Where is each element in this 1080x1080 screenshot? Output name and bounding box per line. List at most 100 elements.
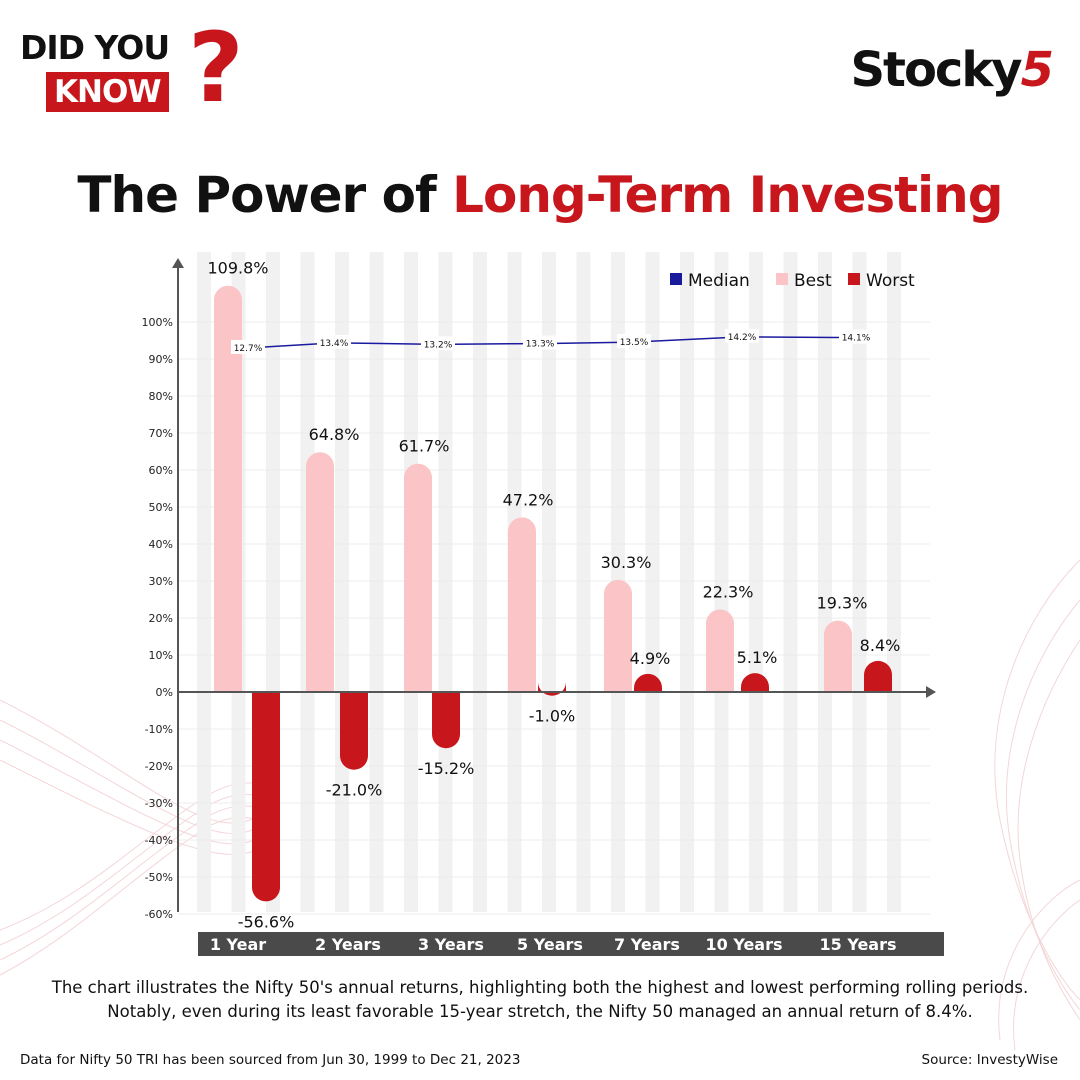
grid-stripe (335, 252, 349, 912)
best-value-label: 109.8% (207, 259, 268, 278)
category-label: 15 Years (819, 935, 896, 954)
y-tick-label: -10% (145, 723, 173, 736)
grid-stripe (749, 252, 763, 912)
median-value-label: 14.1% (842, 334, 871, 344)
bar-best (508, 517, 536, 692)
median-label-bg (421, 336, 455, 351)
category-label: 10 Years (705, 935, 782, 954)
y-tick-label: 90% (149, 353, 173, 366)
median-value-label: 14.2% (728, 333, 757, 343)
grid-stripe (197, 252, 211, 912)
category-label: 7 Years (614, 935, 680, 954)
best-value-label: 64.8% (309, 425, 360, 444)
grid-stripe (680, 252, 694, 912)
x-axis-arrow-icon (926, 686, 936, 698)
page-title: The Power of Long-Term Investing (0, 166, 1080, 224)
title-highlight: Long-Term Investing (452, 166, 1003, 224)
legend-swatch (848, 273, 860, 285)
worst-value-label: -1.0% (529, 707, 575, 726)
worst-value-label: -56.6% (238, 912, 295, 931)
median-label-bg (317, 334, 351, 349)
bar-worst (741, 673, 769, 692)
grid-stripe (714, 252, 729, 912)
worst-value-label: -15.2% (418, 759, 475, 778)
y-tick-label: 60% (149, 464, 173, 477)
best-value-label: 61.7% (399, 437, 450, 456)
title-plain: The Power of (77, 166, 453, 224)
chart-caption: The chart illustrates the Nifty 50's ann… (51, 978, 1029, 1021)
median-label-bg (617, 334, 651, 349)
grid-stripe (645, 252, 660, 912)
y-tick-label: 50% (149, 501, 173, 514)
bar-worst (252, 692, 280, 902)
median-label-bg (523, 335, 557, 350)
bar-best (214, 285, 243, 692)
best-value-label: 19.3% (817, 594, 868, 613)
worst-value-label: -21.0% (326, 781, 383, 800)
best-value-label: 22.3% (703, 582, 754, 601)
y-tick-label: -20% (145, 760, 173, 773)
worst-value-label: 5.1% (737, 648, 778, 667)
bar-worst (634, 673, 662, 692)
bar-worst (432, 692, 460, 749)
bar-worst (340, 692, 368, 770)
brand-logo: Stocky5 (850, 42, 1054, 112)
category-label: 5 Years (517, 935, 583, 954)
y-tick-label: 30% (149, 575, 173, 588)
grid-stripe (438, 252, 453, 912)
y-tick-label: 40% (149, 538, 173, 551)
y-tick-label: -30% (145, 797, 173, 810)
grid-stripe (818, 252, 832, 912)
legend-swatch (776, 273, 788, 285)
median-label-bg (725, 328, 759, 343)
legend-swatch (670, 273, 682, 285)
worst-value-label: 4.9% (630, 649, 671, 668)
median-label-bg (839, 329, 873, 344)
y-tick-label: -50% (145, 871, 173, 884)
bar-best (824, 620, 852, 692)
bar-worst (864, 660, 892, 692)
median-value-label: 12.7% (234, 344, 263, 354)
category-label: 1 Year (210, 935, 266, 954)
median-label-bg (231, 340, 265, 355)
badge-line-2: KNOW (46, 72, 169, 112)
category-label: 2 Years (315, 935, 381, 954)
median-value-label: 13.3% (526, 340, 555, 350)
grid-stripe (887, 252, 901, 912)
category-label: 3 Years (418, 935, 484, 954)
y-tick-label: 70% (149, 427, 173, 440)
y-tick-label: 10% (149, 649, 173, 662)
median-value-label: 13.5% (620, 338, 649, 348)
legend-label: Median (688, 271, 750, 291)
logo-number: 5 (1020, 42, 1054, 98)
grid-stripe (369, 252, 384, 912)
legend-label: Best (794, 271, 832, 291)
median-value-label: 13.2% (424, 340, 453, 350)
did-you-know-badge: DID YOU KNOW ? (20, 20, 244, 118)
worst-value-label: 8.4% (860, 636, 901, 655)
grid-stripe (852, 252, 867, 912)
data-source-note: Data for Nifty 50 TRI has been sourced f… (20, 1052, 521, 1068)
legend-label: Worst (866, 271, 915, 291)
grid-stripe (783, 252, 798, 912)
category-band (198, 932, 944, 956)
bar-best (604, 579, 632, 692)
best-value-label: 30.3% (601, 553, 652, 572)
y-tick-label: 0% (156, 686, 173, 699)
grid-stripe (542, 252, 556, 912)
question-mark-icon: ? (188, 12, 244, 124)
badge-line-1: DID YOU (20, 28, 170, 67)
logo-word: Stocky (850, 42, 1022, 98)
median-value-label: 13.4% (320, 339, 349, 349)
best-value-label: 47.2% (503, 490, 554, 509)
y-tick-label: 80% (149, 390, 173, 403)
y-axis-arrow-icon (172, 258, 184, 268)
y-tick-label: 100% (142, 316, 173, 329)
y-tick-label: 20% (149, 612, 173, 625)
bar-best (306, 452, 334, 692)
y-tick-label: -40% (145, 834, 173, 847)
grid-stripe (473, 252, 487, 912)
bar-best (404, 463, 432, 692)
grid-stripe (576, 252, 591, 912)
